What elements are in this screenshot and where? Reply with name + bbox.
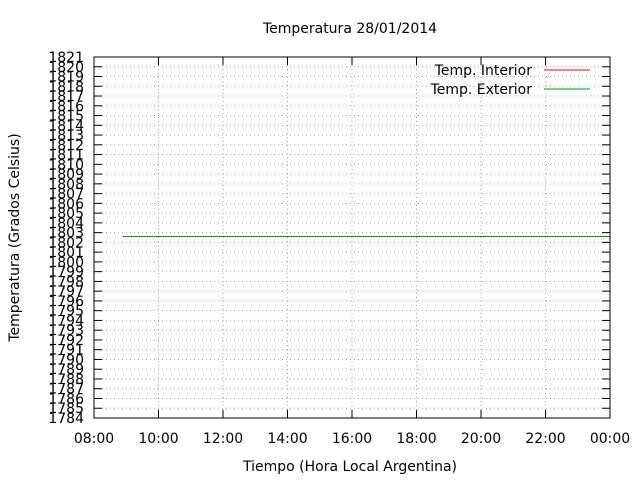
- legend-label: Temp. Exterior: [430, 82, 533, 98]
- y-tick-label: 1795: [48, 304, 84, 320]
- y-tick-label: 1790: [48, 352, 84, 368]
- y-tick-label: 1784: [48, 411, 84, 427]
- x-tick-label: 08:00: [74, 431, 114, 447]
- y-tick-label: 1794: [48, 313, 84, 329]
- y-axis-label: Temperatura (Grados Celsius): [7, 133, 23, 342]
- y-tick-label: 1788: [48, 372, 84, 388]
- legend-label: Temp. Interior: [434, 63, 533, 79]
- y-tick-label: 1814: [48, 118, 84, 134]
- x-tick-label: 16:00: [332, 431, 372, 447]
- y-tick-label: 1808: [48, 177, 84, 193]
- x-tick-label: 18:00: [396, 431, 436, 447]
- y-tick-label: 1818: [48, 79, 84, 95]
- y-tick-label: 1796: [48, 294, 84, 310]
- x-tick-label: 12:00: [203, 431, 243, 447]
- y-tick-label: 1820: [48, 60, 84, 76]
- x-tick-label: 14:00: [267, 431, 307, 447]
- y-tick-label: 1797: [48, 284, 84, 300]
- y-tick-label: 1786: [48, 391, 84, 407]
- y-tick-label: 1792: [48, 333, 84, 349]
- y-tick-label: 1817: [48, 89, 84, 105]
- y-tick-label: 1813: [48, 128, 84, 144]
- y-tick-label: 1801: [48, 245, 84, 261]
- y-tick-label: 1802: [48, 235, 84, 251]
- x-tick-label: 20:00: [461, 431, 501, 447]
- y-tick-label: 1819: [48, 70, 84, 86]
- y-tick-label: 1791: [48, 343, 84, 359]
- x-tick-label: 22:00: [525, 431, 565, 447]
- y-tick-label: 1821: [48, 50, 84, 66]
- y-tick-label: 1798: [48, 274, 84, 290]
- y-tick-label: 1799: [48, 265, 84, 281]
- grid-lines: [94, 57, 610, 418]
- y-tick-label: 1787: [48, 382, 84, 398]
- y-tick-label: 1803: [48, 226, 84, 242]
- y-tick-label: 1810: [48, 157, 84, 173]
- chart-title: Temperatura 28/01/2014: [262, 21, 437, 37]
- y-tick-label: 1815: [48, 109, 84, 125]
- y-tick-label: 1805: [48, 206, 84, 222]
- y-tick-labels: 1784178517861787178817891790179117921793…: [48, 50, 84, 427]
- axis-ticks: [93, 56, 611, 419]
- y-tick-label: 1812: [48, 138, 84, 154]
- y-tick-label: 1816: [48, 99, 84, 115]
- y-tick-label: 1785: [48, 401, 84, 417]
- y-tick-label: 1811: [48, 148, 84, 164]
- x-tick-label: 10:00: [138, 431, 178, 447]
- y-tick-label: 1807: [48, 187, 84, 203]
- y-tick-label: 1809: [48, 167, 84, 183]
- y-tick-label: 1806: [48, 196, 84, 212]
- y-tick-label: 1793: [48, 323, 84, 339]
- y-tick-label: 1804: [48, 216, 84, 232]
- x-tick-labels: 08:00 10:00 12:00 14:00 16:00 18:00 20:00 22:00…: [74, 431, 630, 447]
- x-axis-label: Tiempo (Hora Local Argentina): [242, 459, 457, 475]
- y-tick-label: 1789: [48, 362, 84, 378]
- x-tick-label: 00:00: [590, 431, 630, 447]
- legend: Temp. Interior Temp. Exterior: [430, 63, 590, 98]
- y-tick-label: 1800: [48, 255, 84, 271]
